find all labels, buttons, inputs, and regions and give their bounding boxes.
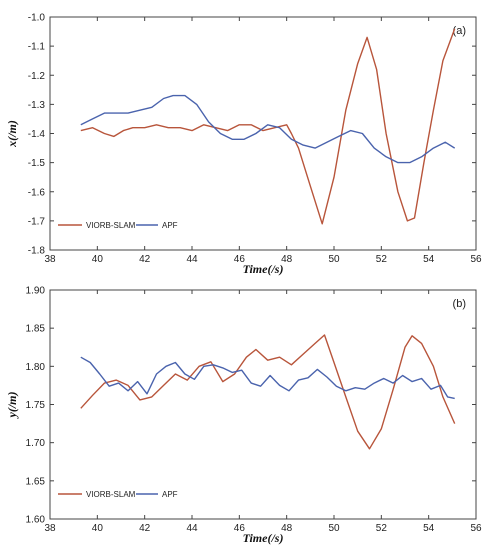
x-tick-label: 44 (186, 254, 198, 265)
y-tick-label: -1.1 (28, 42, 46, 53)
x-tick-label: 56 (470, 523, 482, 534)
y-tick-label: -1.6 (28, 187, 46, 198)
legend-label: VIORB-SLAM (86, 490, 136, 499)
x-tick-label: 48 (281, 523, 293, 534)
y-tick-label: 1.90 (26, 286, 46, 297)
x-tick-label: 56 (470, 254, 482, 265)
x-axis-label: Time(/s) (243, 531, 284, 545)
chart-panel-a: 38 40 42 44 46 48 50 52 54 56 -1.0 -1.1 -1.2 -1.3 -1.4… (5, 13, 482, 277)
y-tick-label: -1.8 (28, 246, 46, 257)
y-tick-label: -1.3 (28, 100, 46, 111)
y-tick-label: -1.4 (28, 129, 46, 140)
x-tick-label: 48 (281, 254, 293, 265)
y-tick-label: 1.65 (26, 476, 46, 487)
x-tick-label: 44 (186, 523, 198, 534)
y-tick-label: 1.80 (26, 362, 46, 373)
legend-label: VIORB-SLAM (86, 221, 136, 230)
y-tick-label: -1.2 (28, 71, 46, 82)
chart-panel-b: 38 40 42 44 46 48 50 52 54 56 1.90 1.85 1.80 1.75 1.70… (5, 286, 482, 546)
legend-label: APF (162, 490, 178, 499)
legend-label: APF (162, 221, 178, 230)
y-tick-label: -1.0 (28, 13, 46, 24)
x-tick-label: 46 (234, 254, 246, 265)
x-axis-label: Time(/s) (243, 262, 284, 276)
series-line-viorb-slam (80, 334, 456, 450)
series-line-apf (80, 94, 456, 164)
x-tick-label: 42 (139, 523, 151, 534)
series-line-viorb-slam (80, 28, 456, 225)
x-tick-label: 50 (328, 254, 340, 265)
y-axis-label: y(/m) (5, 392, 19, 420)
x-tick-label: 54 (423, 254, 435, 265)
plot-frame (49, 16, 477, 251)
series-line-apf (80, 356, 455, 400)
y-tick-label: 1.60 (26, 515, 46, 526)
x-tick-label: 38 (44, 523, 56, 534)
x-tick-label: 52 (376, 254, 388, 265)
y-axis-label: x(/m) (5, 120, 19, 148)
x-tick-label: 40 (92, 523, 104, 534)
panel-label: (a) (453, 25, 466, 37)
y-tick-label: 1.75 (26, 400, 46, 411)
y-tick-label: -1.5 (28, 158, 46, 169)
x-tick-label: 54 (423, 523, 435, 534)
y-tick-label: 1.70 (26, 438, 46, 449)
x-tick-label: 52 (376, 523, 388, 534)
y-tick-label: 1.85 (26, 324, 46, 335)
x-tick-label: 40 (92, 254, 104, 265)
plot-frame (49, 289, 477, 520)
legend-box (58, 218, 188, 232)
panel-label: (b) (453, 298, 466, 310)
x-tick-label: 50 (328, 523, 340, 534)
x-tick-label: 42 (139, 254, 151, 265)
y-tick-label: -1.7 (28, 216, 46, 227)
legend-box (58, 487, 188, 501)
x-tick-label: 38 (44, 254, 56, 265)
legend: VIORB-SLAM APF (58, 218, 188, 232)
legend: VIORB-SLAM APF (58, 487, 188, 501)
x-tick-label: 46 (234, 523, 246, 534)
